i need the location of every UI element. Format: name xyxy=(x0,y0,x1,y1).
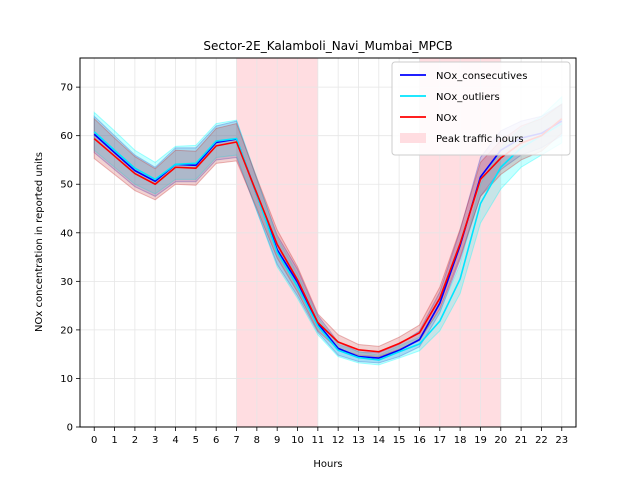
x-tick-label-4: 4 xyxy=(172,435,178,446)
x-tick-label-9: 9 xyxy=(274,435,280,446)
plot-frame xyxy=(79,57,577,428)
y-tick-label-2: 20 xyxy=(60,325,73,336)
x-tick-label-11: 11 xyxy=(311,435,324,446)
x-tick-label-10: 10 xyxy=(291,435,304,446)
y-tick-label-6: 60 xyxy=(60,131,73,142)
x-tick-label-17: 17 xyxy=(433,435,446,446)
y-tick-label-3: 30 xyxy=(60,277,73,288)
x-tick-label-18: 18 xyxy=(454,435,467,446)
y-tick-label-5: 50 xyxy=(60,180,73,191)
legend-label-1: NOx_outliers xyxy=(436,92,500,103)
legend-label-3: Peak traffic hours xyxy=(436,134,524,145)
x-tick-label-23: 23 xyxy=(555,435,568,446)
x-tick-label-15: 15 xyxy=(393,435,406,446)
legend: NOx_consecutives NOx_outliers NOx Peak traf… xyxy=(391,61,571,156)
y-axis-label: NOx concentration in reported units xyxy=(34,152,45,332)
legend-label-2: NOx xyxy=(436,113,457,124)
x-tick-label-20: 20 xyxy=(494,435,507,446)
y-tick-label-7: 70 xyxy=(60,83,73,94)
x-tick-label-19: 19 xyxy=(474,435,487,446)
x-tick-label-0: 0 xyxy=(91,435,97,446)
x-axis-label: Hours xyxy=(313,459,342,470)
x-tick-label-5: 5 xyxy=(193,435,199,446)
x-axis-ticks: 0 1 2 3 4 5 6 7 8 9 10 11 12 13 14 15 16 17 18 19 20 21 22 23 xyxy=(91,427,568,446)
x-tick-label-7: 7 xyxy=(233,435,239,446)
y-tick-label-0: 0 xyxy=(67,423,73,434)
y-tick-label-1: 10 xyxy=(60,374,73,385)
x-tick-label-2: 2 xyxy=(132,435,138,446)
x-tick-label-22: 22 xyxy=(535,435,548,446)
series-line-NOx_outliers xyxy=(93,122,563,361)
y-tick-label-4: 40 xyxy=(60,228,73,239)
x-tick-label-21: 21 xyxy=(515,435,528,446)
legend-swatch-3 xyxy=(400,133,426,143)
x-tick-label-12: 12 xyxy=(332,435,345,446)
y-axis-ticks: 0 10 20 30 40 50 60 70 xyxy=(60,83,80,434)
x-tick-label-8: 8 xyxy=(254,435,260,446)
x-tick-label-6: 6 xyxy=(213,435,219,446)
series-lines xyxy=(93,118,563,361)
legend-box xyxy=(391,61,571,156)
legend-label-0: NOx_consecutives xyxy=(436,71,527,82)
x-tick-label-13: 13 xyxy=(352,435,365,446)
chart-title: Sector-2E_Kalamboli_Navi_Mumbai_MPCB xyxy=(203,39,452,53)
x-tick-label-16: 16 xyxy=(413,435,426,446)
x-tick-label-14: 14 xyxy=(372,435,385,446)
x-tick-label-1: 1 xyxy=(111,435,117,446)
x-tick-label-3: 3 xyxy=(152,435,158,446)
series-line-NOx xyxy=(93,118,563,353)
